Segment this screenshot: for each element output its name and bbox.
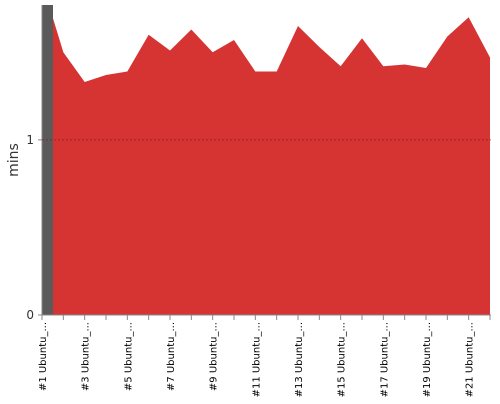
y-tick-label: 0: [26, 308, 34, 322]
x-tick-label: #9 Ubuntu_...: [209, 322, 220, 391]
plot-area: [42, 5, 490, 315]
x-tick-label: #13 Ubuntu_...: [294, 322, 305, 397]
highlight-band: [42, 5, 53, 315]
x-tick-label: #15 Ubuntu_...: [337, 322, 348, 397]
y-tick-label: 1: [26, 133, 34, 147]
x-tick-label: #17 Ubuntu_...: [379, 322, 390, 397]
x-tick-label: #19 Ubuntu_...: [422, 322, 433, 397]
x-tick-label: #5 Ubuntu_...: [123, 322, 134, 391]
area: [42, 5, 490, 315]
x-tick-label: #11 Ubuntu_...: [251, 322, 262, 397]
x-tick-label: #3 Ubuntu_...: [81, 322, 92, 391]
x-tick-label: #21 Ubuntu_...: [465, 322, 476, 397]
x-tick-label: #7 Ubuntu_...: [166, 322, 177, 391]
x-tick-label: #1 Ubuntu_...: [38, 322, 49, 391]
y-axis-label: mins: [6, 143, 22, 177]
